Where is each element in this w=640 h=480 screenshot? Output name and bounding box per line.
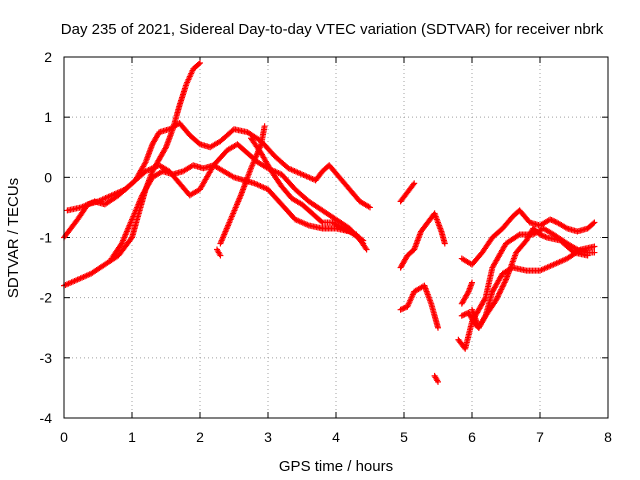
data-point xyxy=(400,305,407,312)
series-track-6 xyxy=(248,135,370,253)
data-point xyxy=(481,296,488,303)
y-tick-label: 2 xyxy=(44,49,52,65)
series-track-14 xyxy=(458,207,598,268)
x-axis-label: GPS time / hours xyxy=(279,458,393,475)
grid-lines xyxy=(64,57,608,418)
data-point xyxy=(435,378,441,385)
data-point xyxy=(441,240,448,247)
x-tick-label: 7 xyxy=(536,429,544,445)
data-point xyxy=(464,289,471,296)
x-tick-label: 1 xyxy=(128,429,136,445)
data-point xyxy=(541,233,548,240)
chart-title: Day 235 of 2021, Sidereal Day-to-day VTE… xyxy=(61,21,604,38)
y-tick-label: -2 xyxy=(40,290,53,306)
data-point xyxy=(539,232,546,239)
data-point xyxy=(197,60,203,67)
series-track-12 xyxy=(455,225,598,352)
data-point xyxy=(362,245,369,252)
x-tick-label: 0 xyxy=(60,429,68,445)
series-track-16 xyxy=(458,279,475,307)
data-point xyxy=(591,243,598,250)
data-point xyxy=(401,304,408,311)
data-point xyxy=(548,217,555,224)
x-tick-label: 6 xyxy=(468,429,476,445)
data-point xyxy=(458,312,465,319)
data-point xyxy=(549,217,556,224)
data-point xyxy=(363,246,370,253)
y-tick-label: -1 xyxy=(40,230,53,246)
x-tick-label: 4 xyxy=(332,429,340,445)
y-tick-label: 1 xyxy=(44,109,52,125)
data-point xyxy=(537,231,543,238)
y-axis-label: SDTVAR / TECUs xyxy=(5,178,22,298)
data-point xyxy=(398,306,405,313)
data-point xyxy=(547,216,554,223)
data-point xyxy=(397,306,404,313)
y-tick-label: 0 xyxy=(44,169,52,185)
data-point xyxy=(411,180,418,187)
x-tick-labels: 0 1 2 3 4 5 6 7 8 xyxy=(60,429,612,445)
data-point xyxy=(538,232,545,239)
data-point xyxy=(141,160,148,167)
series-track-4 xyxy=(108,162,367,262)
data-point xyxy=(469,279,475,286)
series-track-10 xyxy=(397,180,418,205)
data-point xyxy=(217,252,224,259)
data-point xyxy=(591,249,598,256)
x-tick-label: 3 xyxy=(264,429,272,445)
data-point xyxy=(162,145,169,152)
series-track-9 xyxy=(397,210,448,271)
y-tick-label: -4 xyxy=(40,410,53,426)
x-tick-label: 8 xyxy=(604,429,612,445)
x-tick-label: 2 xyxy=(196,429,204,445)
data-point xyxy=(261,123,268,130)
data-point xyxy=(435,324,441,331)
series-track-15 xyxy=(469,225,591,331)
series-track-8 xyxy=(397,282,441,331)
data-point xyxy=(591,219,598,226)
series-track-7 xyxy=(214,246,224,259)
plot-frame xyxy=(63,56,609,419)
data-point xyxy=(542,233,549,240)
data-point xyxy=(460,312,467,319)
data-point xyxy=(590,220,597,227)
data-point xyxy=(584,252,591,259)
series-track-11 xyxy=(431,372,441,385)
x-tick-label: 5 xyxy=(400,429,408,445)
data-point xyxy=(515,232,522,239)
data-point xyxy=(410,181,417,188)
y-tick-label: -3 xyxy=(40,350,53,366)
y-tick-labels: -4 -3 -2 -1 0 1 2 xyxy=(40,49,53,426)
data-point xyxy=(318,218,325,225)
data-points xyxy=(61,60,598,385)
data-point xyxy=(195,61,202,68)
data-point xyxy=(551,218,558,225)
data-point xyxy=(367,204,373,211)
data-point xyxy=(128,235,135,242)
